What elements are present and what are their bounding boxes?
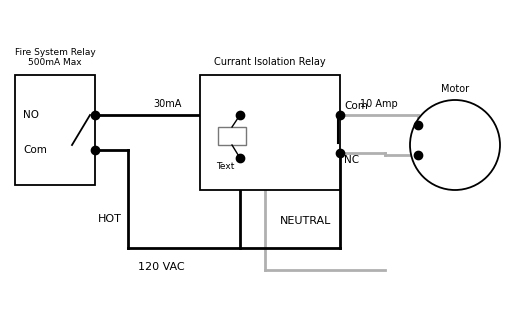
Text: 120 VAC: 120 VAC xyxy=(138,262,185,272)
Circle shape xyxy=(410,100,500,190)
Bar xyxy=(15,75,95,185)
Text: Fire System Relay
500mA Max: Fire System Relay 500mA Max xyxy=(14,48,95,67)
Bar xyxy=(200,75,340,190)
Text: Com: Com xyxy=(23,145,47,155)
Text: 30mA: 30mA xyxy=(153,99,181,109)
Text: 10 Amp: 10 Amp xyxy=(360,99,398,109)
Text: NC: NC xyxy=(344,155,359,165)
Text: NEUTRAL: NEUTRAL xyxy=(280,216,331,226)
Bar xyxy=(218,127,246,145)
Text: NO: NO xyxy=(23,110,39,120)
Text: Currant Isolation Relay: Currant Isolation Relay xyxy=(214,57,326,67)
Text: HOT: HOT xyxy=(98,214,122,224)
Text: Motor: Motor xyxy=(441,84,469,94)
Text: Text: Text xyxy=(216,162,234,171)
Text: Com: Com xyxy=(344,101,368,111)
